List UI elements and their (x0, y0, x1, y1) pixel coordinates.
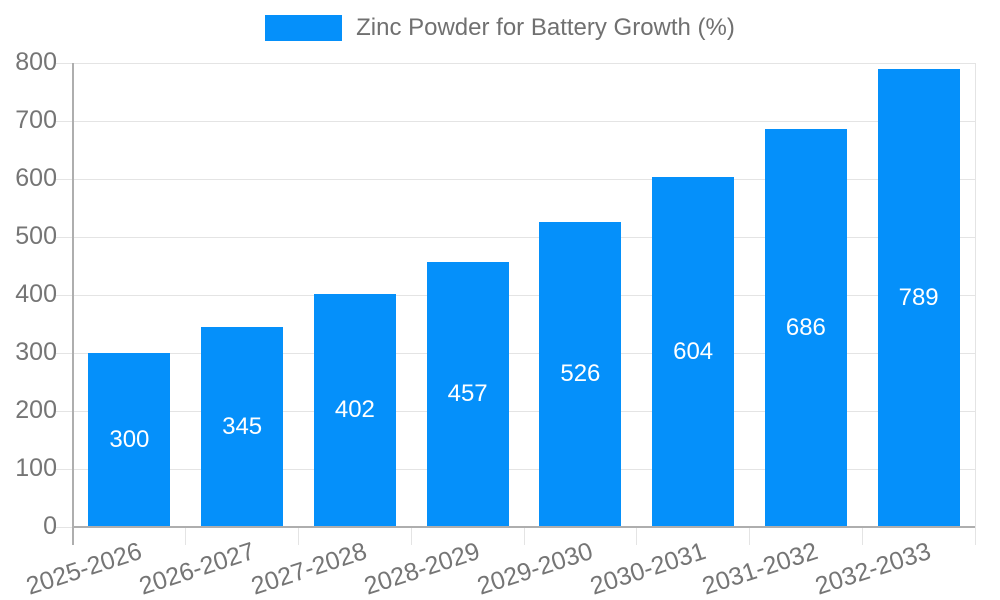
x-axis-line (73, 526, 975, 528)
gridline (73, 294, 975, 296)
bar (539, 221, 622, 527)
y-axis-tick-label: 100 (15, 454, 57, 482)
y-tick-mark (55, 410, 73, 412)
bar-value-label: 402 (334, 396, 375, 424)
x-axis-tick-label: 2030-2031 (586, 537, 709, 600)
y-axis-tick-label: 200 (15, 396, 57, 424)
x-axis-tick-label: 2025-2026 (22, 537, 146, 600)
x-axis-tick-label: 2026-2027 (135, 537, 258, 600)
y-tick-mark (55, 62, 73, 64)
x-axis-tick-label: 2032-2033 (811, 537, 935, 600)
y-axis-tick-label: 800 (15, 48, 57, 76)
gridline (73, 352, 975, 354)
x-tick-mark (974, 527, 976, 545)
y-tick-mark (55, 526, 73, 528)
x-tick-mark (636, 527, 638, 545)
bar (764, 129, 847, 527)
bar-value-label: 457 (447, 380, 488, 408)
bar (201, 326, 284, 527)
y-axis-tick-label: 0 (43, 512, 57, 540)
bar-value-label: 789 (898, 284, 939, 312)
legend-swatch (265, 15, 343, 41)
x-tick-mark (523, 527, 525, 545)
y-tick-mark (55, 468, 73, 470)
y-axis-tick-label: 700 (15, 106, 57, 134)
bar (313, 293, 396, 527)
x-axis-tick-label: 2029-2030 (473, 537, 597, 600)
x-axis-tick-label: 2027-2028 (248, 537, 371, 600)
gridline (73, 236, 975, 238)
gridline (73, 468, 975, 470)
bar (426, 261, 509, 527)
chart-legend-item[interactable]: Zinc Powder for Battery Growth (%) (0, 14, 1000, 42)
bar-value-label: 526 (560, 360, 601, 388)
y-tick-mark (55, 178, 73, 180)
y-axis-tick-label: 600 (15, 164, 57, 192)
x-tick-mark (749, 527, 750, 545)
bar-value-label: 345 (222, 412, 263, 440)
bar (88, 353, 171, 527)
legend-label: Zinc Powder for Battery Growth (%) (356, 14, 735, 41)
y-tick-mark (55, 352, 73, 354)
x-axis-tick-label: 2031-2032 (699, 537, 822, 600)
x-tick-mark (410, 527, 412, 545)
x-tick-mark (185, 527, 187, 545)
bar (877, 69, 960, 527)
bar-value-label: 300 (109, 426, 150, 453)
x-tick-mark (298, 527, 299, 545)
y-axis-tick-label: 400 (15, 280, 57, 308)
x-axis-tick-label: 2028-2029 (360, 537, 484, 600)
y-axis-line (72, 63, 74, 545)
bar-value-label: 686 (785, 314, 826, 342)
y-tick-mark (55, 120, 73, 122)
y-tick-mark (55, 294, 73, 296)
plot-right-border (974, 63, 976, 527)
bar-value-label: 604 (673, 337, 714, 365)
y-axis-tick-label: 300 (15, 338, 57, 366)
y-tick-mark (55, 236, 73, 238)
gridline (73, 178, 975, 180)
gridline (73, 62, 975, 64)
y-axis-tick-label: 500 (15, 222, 57, 250)
gridline (73, 120, 975, 122)
gridline (73, 410, 975, 412)
bar (652, 176, 735, 527)
x-tick-mark (861, 527, 863, 545)
